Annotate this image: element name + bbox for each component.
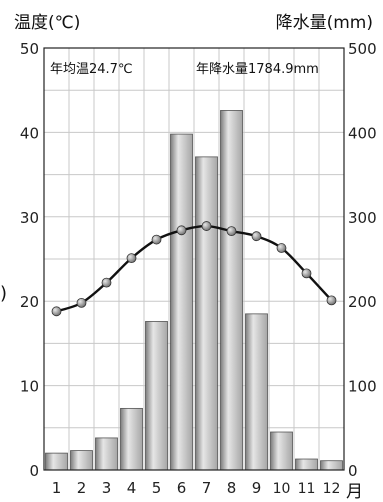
right-axis-title: 降水量(mm)	[275, 13, 373, 33]
x-tick-label: 12	[323, 481, 341, 497]
x-axis-unit: 月	[346, 482, 363, 502]
right-tick-label: 300	[348, 209, 377, 227]
precipitation-bar-2	[70, 450, 93, 471]
x-tick-label: 8	[227, 479, 237, 497]
x-tick-label: 11	[298, 481, 316, 497]
x-tick-label: 9	[252, 479, 262, 497]
left-tick-label: 30	[20, 209, 39, 227]
annual-mean-temperature: 年均温24.7℃	[50, 62, 133, 77]
precipitation-bar-7	[195, 156, 218, 471]
edge-paren-glyph: )	[0, 283, 8, 304]
temperature-point-9	[251, 231, 262, 242]
x-tick-label: 4	[127, 479, 137, 497]
temperature-point-10	[276, 243, 287, 253]
precipitation-bar-10	[270, 431, 293, 471]
left-tick-label: 10	[20, 378, 39, 396]
precipitation-bar-6	[170, 133, 193, 471]
annual-precipitation: 年降水量1784.9mm	[196, 62, 319, 77]
x-tick-label: 2	[77, 479, 87, 497]
precipitation-bar-9	[245, 313, 268, 471]
temperature-point-12	[326, 295, 337, 306]
precipitation-bar-11	[295, 458, 318, 471]
right-tick-label: 100	[348, 378, 377, 396]
x-axis-ticks: 1 2 3 4 5 6 7 8 9 10 11 12	[52, 479, 341, 497]
temperature-point-6	[176, 225, 187, 236]
precipitation-bar-4	[120, 407, 143, 471]
x-tick-label: 3	[102, 479, 112, 497]
precipitation-bar-8	[220, 110, 243, 471]
temperature-point-7	[201, 221, 212, 231]
left-tick-label: 40	[20, 124, 39, 142]
left-tick-label: 50	[20, 40, 39, 58]
temperature-point-2	[76, 297, 87, 308]
temperature-point-1	[51, 306, 62, 317]
temperature-point-11	[301, 268, 312, 279]
x-tick-label: 10	[273, 481, 291, 497]
right-tick-label: 400	[348, 124, 377, 142]
plot-border	[43, 47, 345, 471]
precipitation-bar-12	[320, 460, 343, 471]
left-axis-ticks: 0 10 20 30 40 50	[20, 40, 39, 480]
precipitation-bar-1	[45, 452, 68, 471]
temperature-line	[51, 221, 337, 317]
right-tick-label: 0	[348, 462, 358, 480]
right-tick-label: 200	[348, 293, 377, 311]
left-axis-title: 温度(℃)	[14, 13, 81, 33]
precipitation-bar-3	[95, 437, 118, 471]
left-tick-label: 0	[29, 462, 39, 480]
x-tick-label: 1	[52, 479, 62, 497]
x-tick-label: 7	[202, 479, 212, 497]
left-tick-label: 20	[20, 293, 39, 311]
grid-lines	[44, 48, 344, 470]
x-tick-label: 6	[177, 479, 187, 497]
temperature-point-4	[126, 253, 137, 264]
plot-frame	[43, 47, 345, 471]
x-tick-label: 5	[152, 479, 162, 497]
precipitation-bar-5	[145, 321, 168, 471]
temperature-point-8	[226, 226, 237, 237]
temperature-point-3	[101, 277, 112, 288]
right-axis-ticks: 0 100 200 300 400 500	[348, 40, 377, 480]
right-tick-label: 500	[348, 40, 377, 58]
temperature-point-5	[151, 234, 162, 245]
